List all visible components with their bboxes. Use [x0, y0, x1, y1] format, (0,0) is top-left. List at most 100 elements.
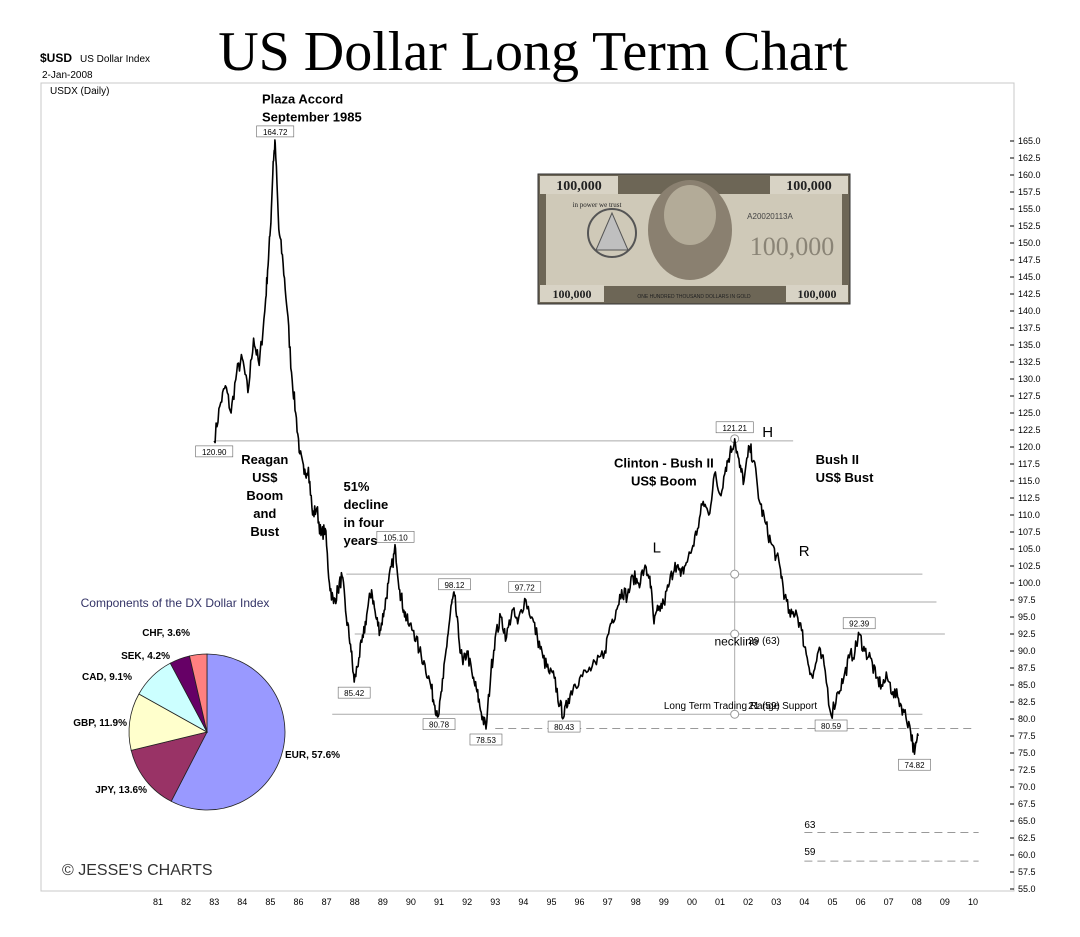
x-tick-label: 08: [912, 897, 922, 907]
y-tick-label: 57.5: [1018, 867, 1036, 877]
price-series: [213, 139, 919, 755]
annotation-t29: 29 (63): [748, 636, 780, 647]
annotation-t63: 63: [804, 820, 816, 831]
y-tick-label: 145.0: [1018, 272, 1041, 282]
x-tick-label: 03: [771, 897, 781, 907]
x-tick-label: 09: [940, 897, 950, 907]
banknote-corner-bl: [540, 285, 604, 302]
annotation-clinton: US$ Boom: [631, 473, 697, 488]
x-tick-label: 83: [209, 897, 219, 907]
annotation-bushbust: US$ Bust: [816, 470, 874, 485]
y-tick-label: 147.5: [1018, 255, 1041, 265]
copyright-text: © JESSE'S CHARTS: [62, 862, 213, 879]
point-label: 80.43: [554, 723, 575, 732]
y-tick-label: 102.5: [1018, 561, 1041, 571]
point-label-box: [337, 686, 371, 699]
point-label: 74.82: [905, 761, 926, 770]
y-tick-label: 137.5: [1018, 323, 1041, 333]
banknote-corner-tl-text: 100,000: [556, 179, 602, 194]
x-tick-label: 87: [322, 897, 332, 907]
y-tick-label: 132.5: [1018, 357, 1041, 367]
x-tick-label: 00: [687, 897, 697, 907]
x-tick-label: 90: [406, 897, 416, 907]
y-tick-label: 160.0: [1018, 170, 1041, 180]
point-label: 80.78: [429, 721, 450, 730]
x-tick-label: 97: [603, 897, 613, 907]
y-tick-label: 65.0: [1018, 816, 1036, 826]
y-tick-label: 85.0: [1018, 680, 1036, 690]
y-tick-label: 92.5: [1018, 629, 1036, 639]
banknote-corner-br-text: 100,000: [798, 287, 837, 301]
point-label-box: [422, 718, 456, 730]
y-tick-label: 95.0: [1018, 612, 1036, 622]
x-tick-label: 04: [799, 897, 809, 907]
y-tick-label: 142.5: [1018, 289, 1041, 299]
banknote-motto: in power we trust: [573, 201, 622, 209]
x-tick-label: 10: [968, 897, 978, 907]
y-tick-label: 87.5: [1018, 663, 1036, 673]
x-tick-label: 05: [827, 897, 837, 907]
point-label-box: [715, 421, 754, 434]
x-tick-label: 94: [518, 897, 528, 907]
annotation-reagan: and: [253, 506, 276, 521]
annotation-decline: 51%: [343, 479, 369, 494]
annotation-decline: in four: [343, 515, 383, 530]
annotation-H: H: [762, 424, 773, 441]
point-labels: 120.90 164.72 85.42 105.10 80.78 98.12 78.53 97…: [195, 125, 931, 771]
pie-slice-label: JPY, 13.6%: [95, 785, 147, 796]
y-tick-label: 112.5: [1018, 493, 1040, 503]
x-tick-label: 88: [350, 897, 360, 907]
chart-title: US Dollar Long Term Chart: [218, 21, 848, 83]
y-tick-label: 82.5: [1018, 697, 1036, 707]
y-tick-label: 130.0: [1018, 374, 1041, 384]
point-label-box: [376, 531, 415, 543]
point-label-box: [508, 581, 542, 593]
x-tick-label: 82: [181, 897, 191, 907]
annotation-decline: years: [343, 533, 377, 548]
annotation-support: Long Term Trading Range Support: [664, 701, 817, 712]
y-tick-label: 60.0: [1018, 850, 1036, 860]
pie-slice: [130, 731, 208, 802]
banknote-pyramid-icon: [595, 211, 629, 251]
banknote-footer: ONE HUNDRED THOUSAND DOLLARS IN GOLD: [637, 294, 751, 300]
measure-line: [730, 434, 740, 719]
y-tick-label: 72.5: [1018, 765, 1036, 775]
y-tick-label: 100.0: [1018, 578, 1041, 588]
x-tick-label: 96: [575, 897, 585, 907]
y-tick-label: 107.5: [1018, 527, 1041, 537]
reference-lines: [214, 440, 979, 862]
measure-circle: [730, 709, 740, 719]
annotations: Plaza Accord September 1985 Reagan US$ Boom a…: [241, 92, 874, 858]
y-tick-label: 117.5: [1018, 459, 1040, 469]
y-tick-label: 140.0: [1018, 306, 1041, 316]
annotation-neckline: neckline: [714, 635, 758, 649]
point-label: 78.53: [476, 736, 497, 745]
y-axis: 55.0 57.5 60.0 62.5 65.0 67.5 70.0 72.5 75.0 77.5…: [1010, 136, 1041, 894]
annotation-decline: decline: [343, 497, 388, 512]
point-label: 80.59: [821, 722, 842, 731]
point-label-box: [842, 617, 876, 630]
y-tick-label: 165.0: [1018, 136, 1041, 146]
symbol-label: $USD: [40, 51, 72, 65]
y-tick-label: 135.0: [1018, 340, 1041, 350]
x-tick-label: 07: [884, 897, 894, 907]
symbol-name: US Dollar Index: [80, 54, 150, 65]
point-label-box: [256, 125, 295, 138]
y-tick-label: 110.0: [1018, 510, 1040, 520]
y-tick-label: 125.0: [1018, 408, 1041, 418]
point-label: 97.72: [515, 584, 536, 593]
x-tick-label: 95: [546, 897, 556, 907]
annotation-t59: 59: [804, 847, 816, 858]
banknote-serial: A20020113A: [747, 212, 793, 221]
point-label-box: [547, 720, 581, 733]
x-tick-label: 92: [462, 897, 472, 907]
x-tick-label: 01: [715, 897, 725, 907]
y-tick-label: 80.0: [1018, 714, 1036, 724]
y-tick-label: 55.0: [1018, 884, 1036, 894]
measure-circle: [730, 629, 740, 639]
pie-slice: [170, 653, 286, 811]
y-tick-label: 155.0: [1018, 204, 1041, 214]
y-tick-label: 67.5: [1018, 799, 1036, 809]
pie-slice-label: EUR, 57.6%: [285, 750, 340, 761]
